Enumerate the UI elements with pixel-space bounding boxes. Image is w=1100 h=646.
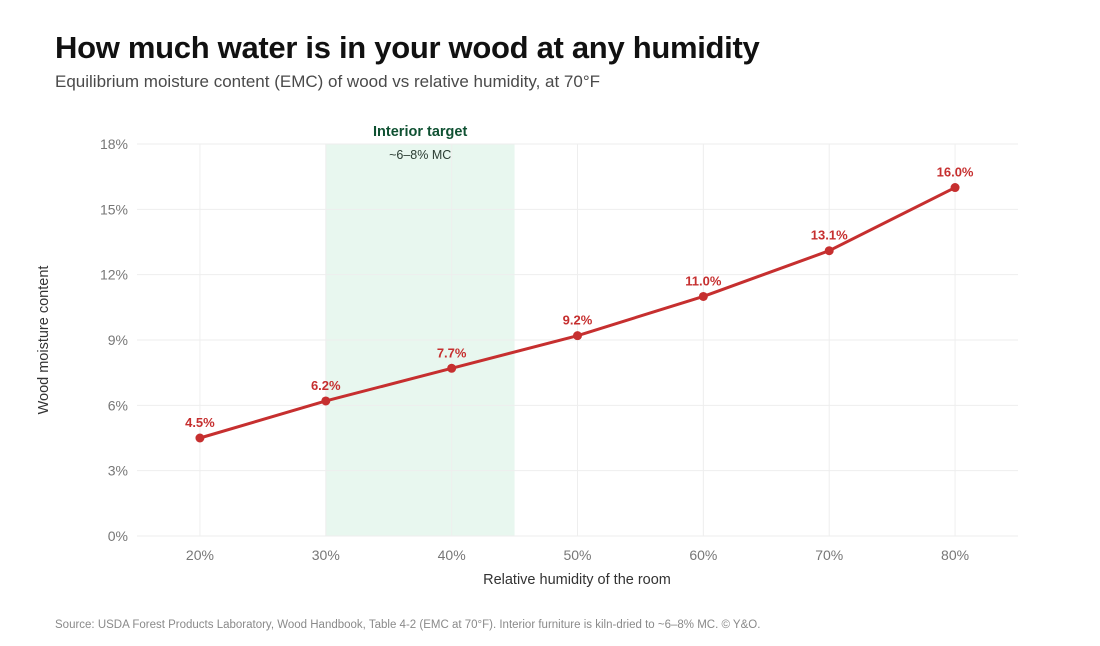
- data-point: [824, 246, 834, 256]
- x-axis-title: Relative humidity of the room: [483, 572, 671, 588]
- band-title: Interior target: [373, 124, 467, 140]
- x-tick-label: 50%: [563, 547, 591, 563]
- y-tick-label: 6%: [108, 397, 128, 413]
- band-layer: Interior target ~6–8% MC: [325, 124, 515, 536]
- series-layer: 4.5% 6.2% 7.7% 9.2% 11.0% 13.1% 16.0%: [185, 165, 974, 443]
- x-tick-label: 40%: [438, 547, 466, 563]
- data-point: [698, 291, 708, 301]
- data-point: [447, 363, 457, 373]
- data-label: 13.1%: [811, 228, 848, 243]
- y-axis-title: Wood moisture content: [36, 266, 52, 415]
- y-tick-label: 9%: [108, 332, 128, 348]
- x-tick-label: 30%: [312, 547, 340, 563]
- data-label: 4.5%: [185, 415, 215, 430]
- data-point: [321, 396, 331, 406]
- y-tick-label: 18%: [100, 136, 128, 152]
- y-tick-label: 15%: [100, 201, 128, 217]
- data-label: 7.7%: [437, 345, 467, 360]
- chart-subtitle: Equilibrium moisture content (EMC) of wo…: [55, 72, 601, 91]
- source-note: Source: USDA Forest Products Laboratory,…: [55, 619, 761, 631]
- data-label: 11.0%: [685, 273, 722, 288]
- y-tick-label: 0%: [108, 528, 128, 544]
- data-label: 6.2%: [311, 378, 341, 393]
- chart-title: How much water is in your wood at any hu…: [55, 30, 760, 65]
- x-tick-label: 70%: [815, 547, 843, 563]
- data-point: [195, 433, 205, 443]
- data-point: [573, 331, 582, 341]
- y-tick-label: 3%: [108, 463, 128, 479]
- y-tick-label: 12%: [100, 267, 128, 283]
- x-tick-label: 60%: [689, 547, 717, 563]
- data-label: 9.2%: [563, 313, 593, 328]
- data-point: [950, 183, 960, 193]
- x-tick-label: 80%: [941, 547, 969, 563]
- x-tick-label: 20%: [186, 547, 214, 563]
- band-subtitle: ~6–8% MC: [389, 148, 451, 162]
- axis-layer: 0% 3% 6% 9% 12% 15% 18% 20% 30% 40% 50% 60% 70% 80%: [100, 136, 969, 563]
- data-label: 16.0%: [937, 165, 974, 180]
